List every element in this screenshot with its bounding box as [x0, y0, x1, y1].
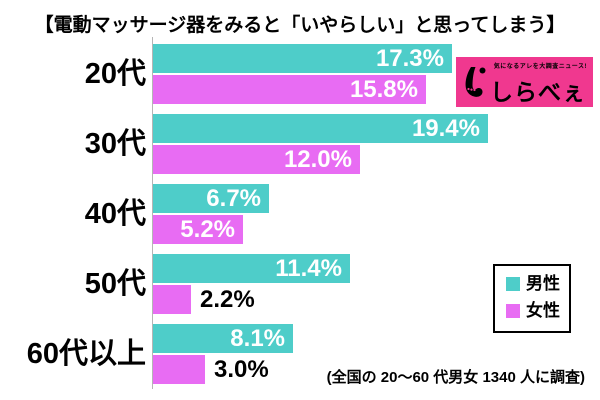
chart-title: 【電動マッサージ器をみると「いやらしい」と思ってしまう】	[34, 15, 566, 36]
legend-swatch-female	[506, 303, 520, 318]
bar-value-label: 8.1%	[230, 325, 285, 352]
category-label: 50代	[84, 268, 146, 300]
bar-value-label: 12.0%	[283, 146, 352, 173]
male-bar: 11.4%	[153, 254, 350, 283]
female-bar: 5.2%	[153, 215, 243, 244]
legend: 男性 女性	[493, 264, 571, 333]
category-label: 60代以上	[26, 338, 146, 370]
bar-value-label: 17.3%	[375, 45, 444, 72]
category-label: 30代	[84, 128, 146, 160]
logo-name: しらべぇ	[490, 79, 586, 105]
bar-value-label: 19.4%	[411, 115, 480, 142]
male-bar: 8.1%	[153, 324, 293, 353]
legend-label-female: 女性	[526, 301, 560, 320]
bar-value-label: 6.7%	[206, 185, 261, 212]
legend-item: 女性	[506, 302, 569, 319]
logo-tagline: 気になるアレを大調査ニュース!	[493, 64, 587, 70]
bar-value-label: 2.2%	[200, 286, 255, 313]
footnote: (全国の 20〜60 代男女 1340 人に調査)	[326, 369, 585, 386]
legend-swatch-male	[506, 276, 520, 291]
category-label: 20代	[84, 58, 146, 90]
female-bar	[153, 355, 205, 384]
female-bar	[153, 285, 191, 314]
shirabee-logo: 気になるアレを大調査ニュース! しらべぇ	[456, 57, 593, 107]
legend-item: 男性	[506, 275, 569, 292]
bar-value-label: 3.0%	[214, 356, 269, 383]
category-label: 40代	[84, 198, 146, 230]
female-bar: 12.0%	[153, 145, 360, 174]
bar-value-label: 11.4%	[275, 255, 342, 282]
bar-value-label: 5.2%	[180, 216, 235, 243]
bar-value-label: 15.8%	[349, 76, 418, 103]
male-bar: 6.7%	[153, 184, 269, 213]
male-bar: 19.4%	[153, 114, 488, 143]
legend-label-male: 男性	[526, 274, 560, 293]
female-bar: 15.8%	[153, 75, 426, 104]
male-bar: 17.3%	[153, 44, 452, 73]
y-axis-line	[152, 37, 153, 389]
shirabee-logo-icon	[463, 67, 487, 104]
